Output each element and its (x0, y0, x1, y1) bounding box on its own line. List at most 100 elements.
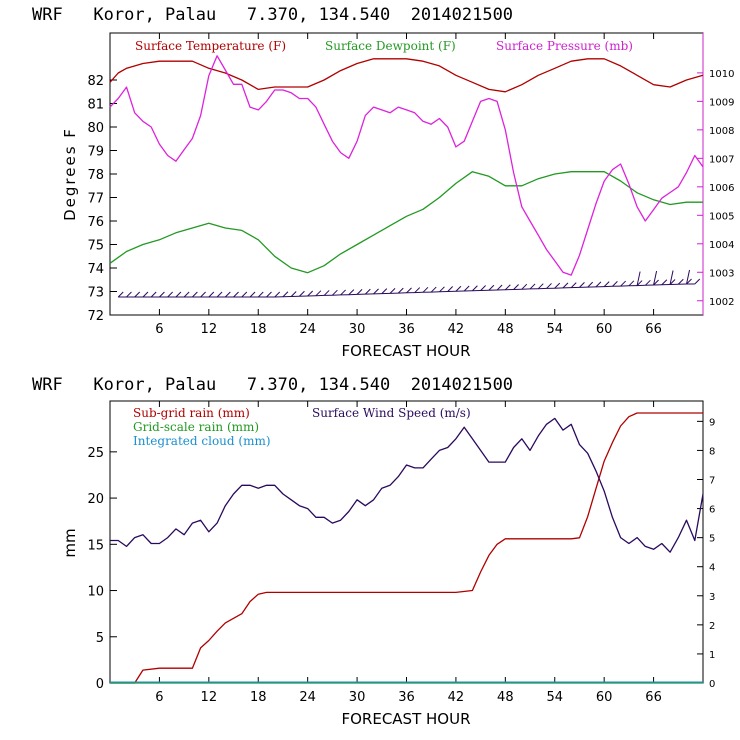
y2-tick-label: 1007 (709, 154, 734, 165)
y-tick-label: 82 (87, 74, 104, 89)
x-tick-label: 6 (155, 322, 163, 337)
top-legend: Surface Temperature (F) Surface Dewpoint… (135, 39, 633, 53)
x-tick-label: 54 (546, 690, 563, 705)
wind-barb (529, 283, 536, 290)
wind-barb (472, 285, 478, 292)
x-tick-label: 66 (645, 322, 662, 337)
wind-barb (241, 291, 248, 298)
y-tick-label: 15 (87, 538, 104, 553)
wind-barb (612, 280, 618, 287)
wind-barb (307, 290, 314, 297)
wind-barb-baseline (118, 283, 695, 298)
wind-barb (373, 288, 379, 295)
wind-barb (587, 281, 594, 288)
x-tick-label: 60 (596, 690, 613, 705)
x-tick-label: 66 (645, 690, 662, 705)
wind-barb (397, 287, 404, 294)
y2-tick-label: 1010 (709, 69, 734, 80)
x-tick-label: 30 (349, 690, 366, 705)
wind-barb (208, 291, 215, 298)
top-x-ticks: 6 12 18 24 30 36 42 48 54 60 66 (155, 33, 662, 337)
wind-barb (249, 291, 256, 298)
wind-barb (192, 291, 198, 298)
wind-barb (422, 286, 429, 293)
y2-tick-label: 5 (709, 534, 715, 545)
wind-barb (299, 290, 305, 297)
wind-barb (274, 291, 281, 298)
wind-barb (653, 270, 658, 286)
top-chart-title: WRF Koror, Palau 7.370, 134.540 20140215… (32, 5, 513, 25)
x-tick-label: 42 (448, 690, 465, 705)
wind-barb (686, 278, 692, 285)
wind-barb (686, 269, 691, 285)
y2-tick-label: 8 (709, 446, 715, 457)
wind-barb (348, 289, 355, 296)
y-tick-label: 73 (87, 286, 104, 301)
wind-barb (554, 282, 561, 289)
y2-tick-label: 1002 (709, 297, 734, 308)
surface-pressure-line (109, 55, 704, 276)
wind-barb (134, 291, 141, 298)
wind-barb (496, 284, 503, 291)
y2-tick-label: 1009 (709, 97, 734, 108)
wind-barb (290, 291, 297, 297)
wind-barb (480, 285, 486, 291)
bottom-y-ticks: 0 5 10 15 20 25 (87, 446, 117, 692)
wind-barb (439, 286, 445, 293)
wind-barb (488, 284, 495, 291)
wind-barb (257, 291, 264, 298)
wind-barb (126, 291, 132, 298)
surface-wind-speed-line (110, 417, 704, 553)
rain-wind-chart: WRF Koror, Palau 7.370, 134.540 20140215… (32, 375, 715, 728)
wind-barb (159, 291, 165, 298)
wind-barb (315, 290, 322, 297)
legend-wind-speed: Surface Wind Speed (m/s) (312, 406, 471, 420)
wind-barb (364, 288, 371, 295)
y-tick-label: 72 (87, 309, 104, 324)
wind-barb (175, 291, 182, 298)
wind-barb (669, 279, 676, 285)
surface-temperature-line (109, 58, 704, 93)
y2-tick-label: 1004 (709, 240, 734, 251)
wind-barb (653, 279, 659, 286)
top-series-lines (109, 55, 704, 276)
wind-barb (332, 289, 338, 296)
x-tick-label: 24 (299, 690, 316, 705)
wind-barb (677, 278, 684, 285)
bottom-chart-title: WRF Koror, Palau 7.370, 134.540 20140215… (32, 375, 513, 395)
wind-barb (628, 280, 635, 287)
wind-barb (620, 280, 626, 287)
wind-barb (266, 291, 272, 298)
wind-barb (455, 285, 462, 292)
wind-barb (389, 288, 396, 294)
wind-barb (537, 283, 544, 290)
x-tick-label: 24 (299, 322, 316, 337)
y-tick-label: 25 (87, 446, 104, 461)
wind-barb (694, 278, 701, 285)
wind-barb (381, 288, 388, 294)
y2-tick-label: 3 (709, 592, 715, 603)
wind-barb (224, 291, 231, 298)
y2-tick-label: 1 (709, 650, 715, 661)
wind-barb (636, 271, 641, 286)
wind-barb (282, 291, 289, 298)
wind-barb (150, 291, 157, 298)
legend-gridscale-rain: Grid-scale rain (mm) (133, 420, 259, 434)
top-x-axis-label: FORECAST HOUR (341, 342, 470, 360)
top-y-axis-label: Degrees F (61, 127, 79, 221)
temperature-chart: WRF Koror, Palau 7.370, 134.540 20140215… (32, 5, 734, 360)
x-tick-label: 48 (497, 690, 514, 705)
wind-barb (414, 287, 421, 293)
y-tick-label: 0 (96, 677, 104, 692)
x-tick-label: 36 (398, 690, 415, 705)
x-tick-label: 42 (448, 322, 465, 337)
wind-barb (340, 289, 346, 296)
legend-subgrid-rain: Sub-grid rain (mm) (133, 406, 250, 420)
legend-temperature: Surface Temperature (F) (135, 39, 286, 53)
wind-barb (562, 282, 569, 289)
wind-barb (200, 291, 206, 298)
top-plot-frame (109, 32, 704, 316)
y-tick-label: 81 (87, 98, 104, 113)
y-tick-label: 74 (87, 262, 104, 277)
